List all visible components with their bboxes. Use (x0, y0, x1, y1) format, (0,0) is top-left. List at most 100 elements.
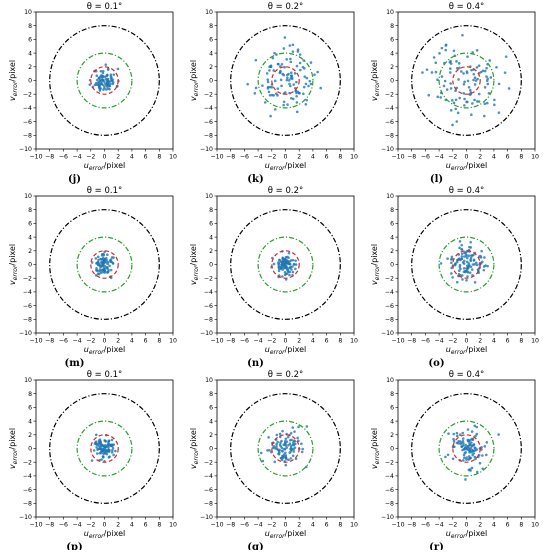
data-point (421, 71, 424, 74)
data-point (96, 443, 99, 446)
x-tick-label: 0 (465, 338, 469, 345)
x-tick-label: 10 (350, 522, 358, 529)
data-point (298, 61, 302, 65)
data-point (470, 444, 474, 448)
data-point (461, 437, 465, 440)
subplot-q: θ = 0.2°−10 −8 −6 −4 −2 0 2 4 6 8 10−10−8−6−4−2024… (189, 370, 358, 553)
reference-circle-r2 (271, 250, 300, 279)
data-point (108, 264, 111, 268)
data-point (268, 448, 271, 452)
data-point (469, 246, 472, 249)
data-point (304, 103, 308, 106)
x-tick-label: 2 (478, 338, 482, 345)
x-tick-label: 8 (338, 338, 342, 345)
data-point (279, 456, 283, 460)
x-tick-label: −4 (254, 154, 263, 161)
x-tick-label: 6 (144, 154, 148, 161)
x-tick-label: 0 (284, 154, 288, 161)
chart-title: θ = 0.4° (449, 370, 485, 380)
data-point (468, 438, 472, 442)
x-tick-label: −8 (45, 522, 54, 529)
data-point (481, 454, 484, 457)
data-point (297, 425, 300, 429)
y-tick-label: 0 (209, 446, 213, 453)
data-point (102, 253, 106, 257)
x-axis-label: uerror/pixel (446, 345, 487, 356)
data-point (289, 432, 293, 435)
x-tick-label: 10 (350, 338, 358, 345)
subplot-m: θ = 0.1°−10 −8 −6 −4 −2 0 2 4 6 8 10−10−8−6−4−2024… (8, 186, 177, 369)
data-point (466, 439, 470, 443)
data-point (452, 437, 455, 441)
y-axis-label: verror/pixel (8, 60, 19, 101)
data-point (281, 275, 284, 278)
y-tick-label: 2 (390, 248, 394, 255)
data-point (267, 436, 270, 439)
data-point (466, 79, 470, 83)
data-point (457, 439, 460, 443)
y-tick-label: 10 (386, 193, 394, 200)
x-tick-label: 2 (297, 154, 301, 161)
data-point (107, 443, 111, 447)
data-point (282, 100, 286, 104)
data-point (480, 249, 483, 253)
data-point (469, 240, 472, 244)
x-tick-label: 4 (130, 522, 134, 529)
data-point (298, 91, 301, 95)
reference-circle-r8 (230, 393, 341, 504)
data-point (462, 91, 466, 95)
data-point (254, 58, 258, 62)
data-point (305, 425, 309, 428)
x-tick-label: 10 (350, 154, 358, 161)
data-point (291, 97, 295, 101)
x-tick-label: −6 (421, 154, 430, 161)
data-point (94, 433, 98, 437)
data-point (291, 50, 295, 53)
data-point (450, 99, 454, 102)
plot-area (230, 209, 341, 320)
y-axis-label: verror/pixel (370, 428, 381, 469)
data-point (286, 435, 290, 439)
data-point (280, 265, 284, 269)
data-point (284, 255, 288, 259)
x-tick-label: −2 (448, 522, 457, 529)
x-tick-label: 10 (169, 338, 177, 345)
data-point (300, 450, 304, 454)
data-point (475, 263, 479, 267)
y-tick-label: 10 (24, 193, 32, 200)
plot-area (49, 25, 160, 136)
data-point (462, 453, 466, 457)
data-point (293, 430, 296, 433)
data-point (280, 449, 284, 453)
data-point (288, 266, 292, 269)
data-point (268, 69, 271, 72)
data-point (468, 264, 471, 267)
data-point (485, 79, 489, 82)
data-point (288, 82, 291, 86)
x-axis-label: uerror/pixel (84, 345, 125, 356)
data-point (470, 451, 473, 454)
y-tick-label: 6 (390, 405, 394, 412)
data-point (294, 89, 298, 93)
reference-circle-r4 (257, 420, 314, 477)
data-point (112, 453, 115, 457)
data-point (481, 69, 485, 73)
y-tick-label: −10 (381, 146, 394, 153)
data-point (269, 114, 272, 118)
data-point (497, 111, 501, 114)
chart-title: θ = 0.1° (87, 2, 123, 12)
data-point (455, 120, 459, 123)
data-point (434, 70, 438, 74)
data-point (97, 444, 101, 448)
data-point (105, 266, 109, 270)
data-point (102, 85, 106, 88)
data-point (102, 455, 105, 459)
data-point (266, 80, 270, 84)
data-point (281, 455, 285, 458)
subplot-o: θ = 0.4°−10 −8 −6 −4 −2 0 2 4 6 8 10−10−8−6−4−2024… (370, 186, 539, 369)
data-point (453, 262, 457, 266)
data-point (450, 261, 453, 265)
data-point (463, 255, 466, 258)
data-point (283, 447, 286, 451)
axes-frame (35, 195, 174, 334)
